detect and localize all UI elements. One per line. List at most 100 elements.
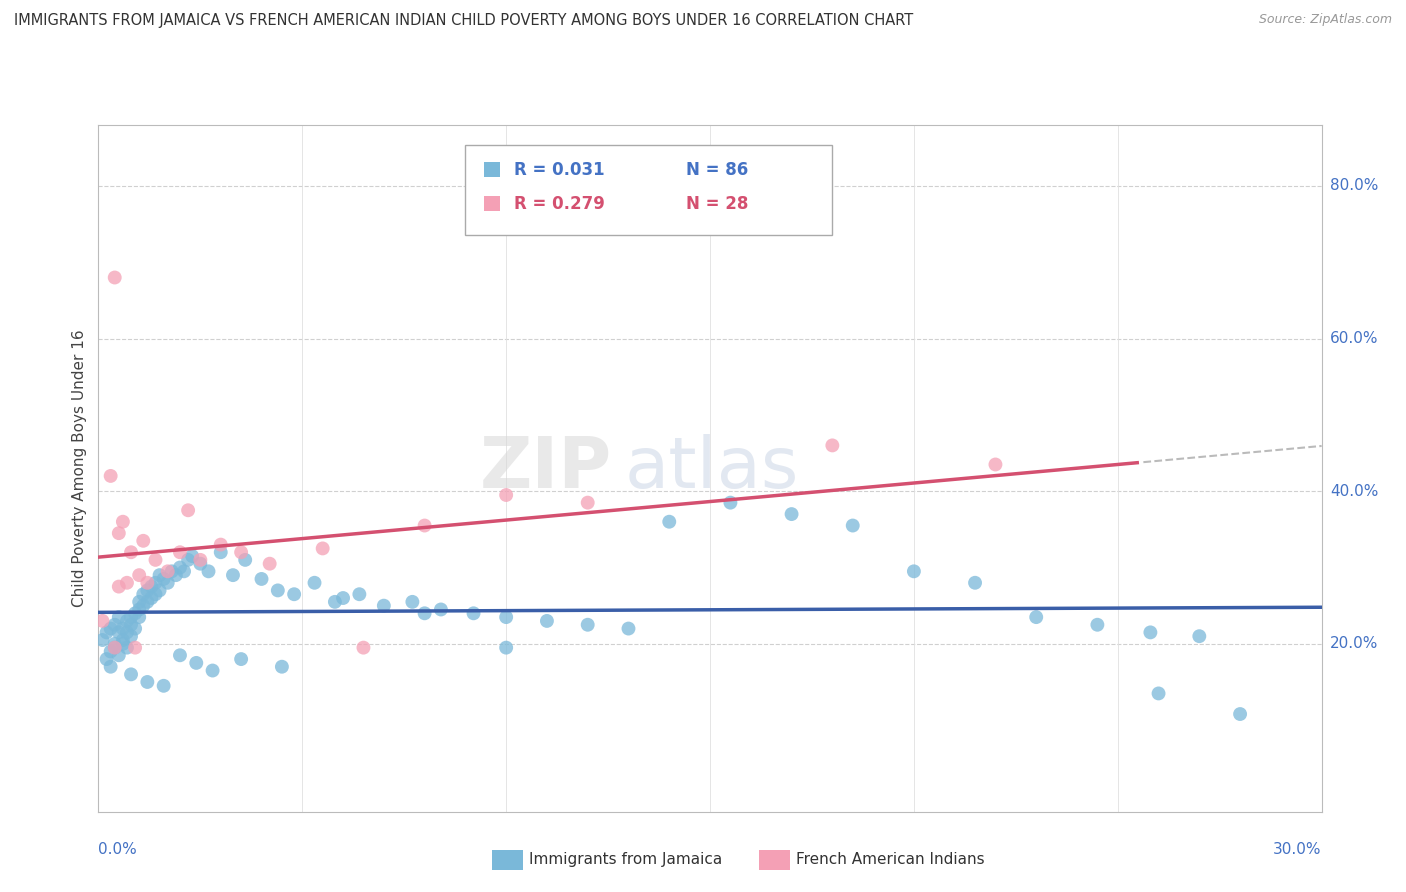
Point (160, 564, 183, 578)
Text: R = 0.031: R = 0.031 (515, 161, 605, 178)
Point (156, 575, 179, 590)
Point (149, 583, 172, 598)
Point (1147, 686, 1170, 700)
Point (108, 625, 131, 640)
Point (312, 541, 335, 556)
Point (141, 591, 163, 605)
Point (115, 614, 138, 628)
Point (250, 572, 273, 586)
Point (111, 515, 134, 529)
Point (169, 648, 191, 663)
Point (984, 458, 1007, 472)
Point (136, 595, 159, 609)
Point (576, 495, 599, 509)
Bar (484, 162, 501, 178)
Point (132, 533, 155, 548)
Point (222, 568, 245, 582)
Point (111, 622, 134, 636)
Point (124, 640, 146, 655)
Point (104, 640, 127, 655)
Point (145, 575, 167, 590)
Text: 0.0%: 0.0% (98, 842, 138, 857)
Point (145, 553, 167, 567)
Point (128, 602, 150, 616)
Point (96, 625, 118, 640)
Text: N = 28: N = 28 (686, 194, 748, 213)
Point (270, 659, 294, 673)
Point (115, 575, 138, 590)
Point (401, 595, 423, 609)
Point (128, 595, 150, 609)
Point (132, 599, 155, 613)
Point (145, 587, 167, 601)
Point (1188, 629, 1211, 643)
Point (156, 564, 179, 578)
Point (201, 664, 224, 678)
Point (120, 629, 142, 643)
Point (177, 553, 200, 567)
Point (128, 568, 150, 582)
Point (718, 495, 742, 509)
Point (136, 575, 159, 590)
Point (104, 270, 127, 285)
Point (132, 587, 155, 601)
Point (332, 591, 354, 605)
Point (536, 614, 558, 628)
Point (115, 625, 138, 640)
Point (104, 637, 127, 651)
Point (209, 538, 232, 552)
Point (349, 587, 371, 601)
Point (1139, 625, 1161, 640)
Point (169, 560, 191, 574)
Point (186, 656, 208, 670)
Point (617, 622, 640, 636)
Point (413, 518, 436, 533)
Text: ZIP: ZIP (479, 434, 612, 503)
Point (495, 640, 517, 655)
Text: Source: ZipAtlas.com: Source: ZipAtlas.com (1258, 13, 1392, 27)
Bar (465, 145, 832, 235)
Point (352, 640, 374, 655)
Point (100, 644, 122, 658)
Point (141, 580, 163, 594)
Point (104, 617, 127, 632)
Point (231, 652, 253, 666)
Point (323, 595, 346, 609)
Point (108, 526, 131, 541)
Point (124, 607, 146, 621)
Point (169, 545, 191, 559)
Text: 80.0%: 80.0% (1330, 178, 1378, 194)
Point (495, 610, 517, 624)
Point (96, 652, 118, 666)
Point (152, 572, 174, 586)
Text: 60.0%: 60.0% (1330, 331, 1378, 346)
Point (233, 553, 256, 567)
Point (209, 545, 232, 559)
Point (104, 640, 127, 655)
Point (259, 557, 281, 571)
Point (152, 679, 174, 693)
Point (100, 469, 122, 483)
Point (108, 580, 131, 594)
Point (124, 622, 146, 636)
Point (136, 675, 159, 690)
Point (100, 659, 122, 673)
Text: French American Indians: French American Indians (796, 853, 984, 867)
Point (576, 617, 599, 632)
Point (903, 564, 925, 578)
Point (413, 607, 436, 621)
Point (120, 545, 142, 559)
Point (780, 507, 803, 521)
Point (1085, 617, 1108, 632)
Point (197, 564, 219, 578)
Point (120, 667, 142, 681)
Point (267, 583, 290, 598)
Point (165, 568, 187, 582)
Text: 40.0%: 40.0% (1330, 483, 1378, 499)
Point (120, 617, 142, 632)
Point (495, 488, 517, 502)
Point (231, 545, 253, 559)
Point (91, 614, 114, 628)
Point (149, 568, 172, 582)
Point (108, 610, 131, 624)
